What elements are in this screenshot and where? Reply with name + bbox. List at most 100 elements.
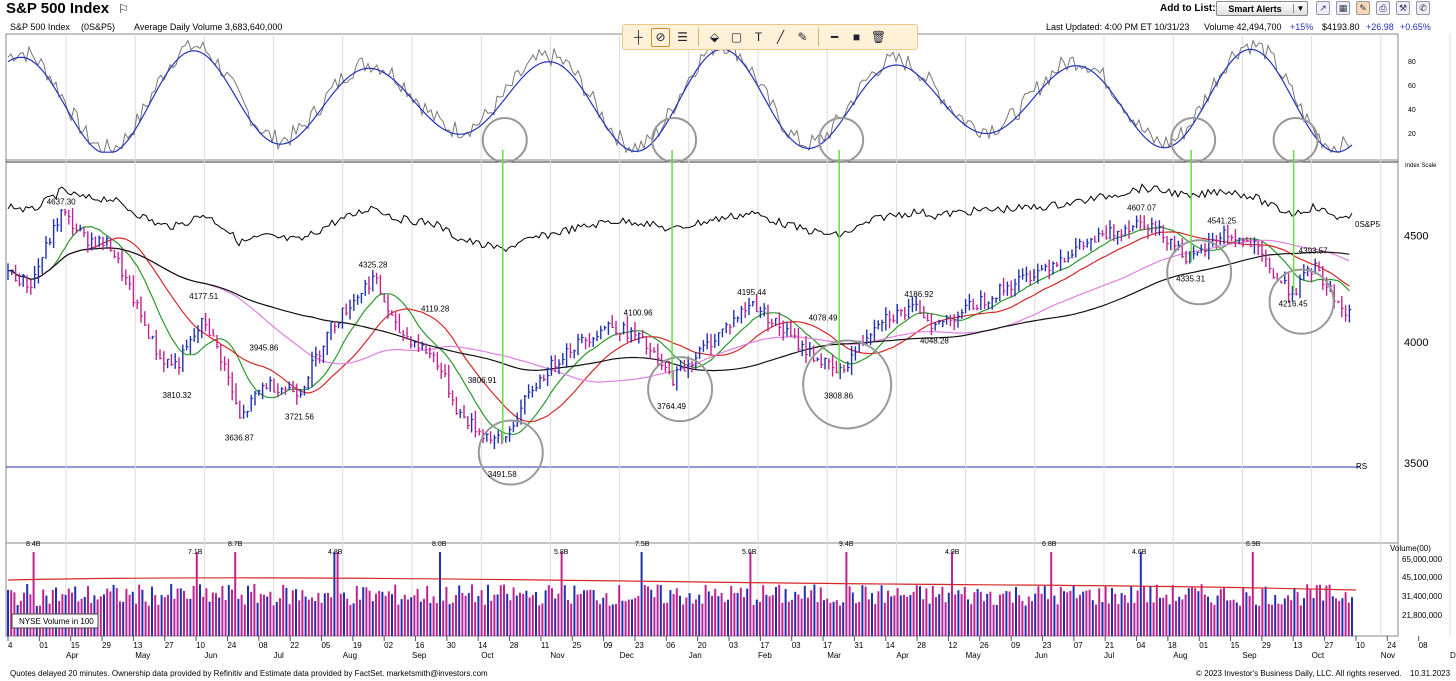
volume-peak-label: 9.4B — [839, 541, 854, 548]
peak-label: 4078.49 — [809, 314, 838, 323]
x-month-label: Nov — [550, 651, 564, 660]
line-tool-icon[interactable]: ╱ — [776, 30, 785, 44]
x-tick-label: 08 — [1419, 641, 1428, 650]
peak-label: 3764.49 — [657, 402, 686, 411]
pencil-tool-icon[interactable]: ✎ — [797, 30, 808, 44]
phone-icon[interactable]: ✆ — [1416, 1, 1430, 15]
x-month-label: Dec — [1450, 651, 1456, 660]
top-icon-group: ↗ ▦ ✎ ⎙ ⚒ ✆ — [1316, 1, 1430, 15]
y-tick-label: 4000 — [1404, 337, 1428, 349]
layout-icon[interactable]: ▦ — [1336, 1, 1350, 15]
x-tick-label: 10 — [196, 641, 205, 650]
text-tool-icon[interactable]: T — [754, 30, 763, 44]
toolbar-divider — [818, 28, 819, 46]
smart-alerts-dropdown[interactable]: Smart Alerts ▼ — [1216, 1, 1308, 16]
line-weight-icon[interactable]: ━ — [830, 30, 839, 44]
x-tick-label: 11 — [541, 641, 550, 650]
add-to-list-label: Add to List: — [1160, 3, 1216, 14]
x-tick-label: 19 — [353, 641, 362, 650]
x-tick-label: 30 — [447, 641, 456, 650]
stochastic-slow-line — [7, 48, 1353, 153]
x-tick-label: 13 — [1293, 641, 1302, 650]
print-icon[interactable]: ⎙ — [1376, 1, 1390, 15]
x-tick-label: 08 — [259, 641, 268, 650]
highlight-circle — [802, 339, 893, 430]
x-month-label: Sep — [1242, 651, 1257, 660]
x-tick-label: 04 — [1137, 641, 1146, 650]
peak-labels: 4637.30 3810.32 4177.51 3636.87 3945.86 3721.… — [47, 198, 1328, 480]
rs-label: RS — [1356, 462, 1367, 471]
volume-peak-label: 7.5B — [635, 541, 650, 548]
color-swatch-icon[interactable]: ■ — [852, 30, 861, 44]
volume-average-line — [7, 577, 1357, 591]
peak-label: 4100.96 — [624, 309, 653, 318]
toolbar-divider — [698, 28, 699, 46]
x-tick-label: 23 — [1042, 641, 1051, 650]
x-tick-label: 03 — [729, 641, 738, 650]
peak-label: 4607.07 — [1127, 203, 1156, 212]
chart-icon[interactable]: ↗ — [1316, 1, 1330, 15]
x-month-label: Aug — [343, 651, 357, 660]
x-tick-label: 17 — [760, 641, 769, 650]
hide-drawings-icon[interactable]: ⊘ — [651, 27, 670, 47]
relative-strength-line — [7, 183, 1353, 253]
volume-value: Volume 42,494,700 — [1204, 22, 1282, 32]
footer-date: 10.31.2023 — [1410, 669, 1451, 678]
trash-icon[interactable]: 🗑 — [870, 30, 887, 44]
moving-average-line — [7, 247, 1350, 372]
stochastic-lines — [7, 39, 1353, 154]
peak-label: 4177.51 — [189, 292, 218, 301]
chevron-down-icon[interactable]: ▼ — [1293, 4, 1307, 13]
volume-tick-label: 21,800,000 — [1402, 611, 1443, 620]
volume-peak-label: 5.6B — [742, 549, 757, 556]
x-tick-label: 09 — [604, 641, 613, 650]
highlight-circle — [477, 419, 544, 486]
change-pct: +0.65% — [1400, 22, 1431, 32]
x-tick-label: 15 — [71, 641, 80, 650]
rectangle-tool-icon[interactable]: ▢ — [730, 30, 743, 44]
x-month-label: Feb — [758, 651, 772, 660]
page-title: S&P 500 Index — [6, 0, 110, 17]
volume-peak-label: 7.1B — [188, 549, 203, 556]
y-tick-label: 3500 — [1404, 458, 1428, 470]
note-icon[interactable]: ✎ — [1356, 1, 1370, 15]
x-tick-label: 10 — [1356, 641, 1365, 650]
x-month-label: Dec — [620, 651, 634, 660]
list-icon[interactable]: ☰ — [677, 30, 688, 44]
flag-icon[interactable]: ⚐ — [118, 2, 129, 16]
peak-label: 4393.57 — [1299, 246, 1328, 255]
x-tick-label: 05 — [321, 641, 330, 650]
symbol-code: (0S&P5) — [81, 22, 116, 32]
volume-peak-label: 6.9B — [1246, 541, 1261, 548]
x-tick-label: 28 — [917, 641, 926, 650]
x-tick-label: 09 — [1011, 641, 1020, 650]
change-value: +26.98 — [1366, 22, 1394, 32]
tools-icon[interactable]: ⚒ — [1396, 1, 1410, 15]
peak-label: 3721.56 — [285, 412, 314, 421]
stochastic-circle — [481, 117, 528, 163]
grid — [7, 34, 1451, 641]
x-tick-label: 24 — [227, 641, 236, 650]
x-month-label: Jun — [1035, 651, 1048, 660]
x-tick-label: 24 — [1387, 641, 1396, 650]
volume-peak-label: 8.4B — [26, 541, 41, 548]
x-tick-label: 14 — [886, 641, 895, 650]
price-bars — [7, 207, 1352, 450]
paint-icon[interactable]: ⬙ — [709, 30, 720, 44]
x-tick-label: 06 — [666, 641, 675, 650]
stochastic-fast-line — [7, 39, 1353, 154]
volume-peak-label: 4.8B — [328, 549, 343, 556]
stoch-tick-label: 60 — [1408, 83, 1416, 90]
volume-peak-label: 6.8B — [1042, 541, 1057, 548]
volume-tick-label: 31,400,000 — [1402, 592, 1443, 601]
peak-label: 3806.91 — [468, 376, 497, 385]
price-value: $4193.80 — [1322, 22, 1360, 32]
x-month-label: Sep — [412, 651, 427, 660]
volume-label-box — [11, 613, 99, 629]
x-tick-label: 28 — [510, 641, 519, 650]
volume-tick-label: 65,000,000 — [1402, 555, 1443, 564]
price-panel — [5, 159, 1399, 544]
x-month-label: May — [135, 651, 150, 660]
crosshair-tool-icon[interactable]: ┼ — [634, 30, 643, 44]
